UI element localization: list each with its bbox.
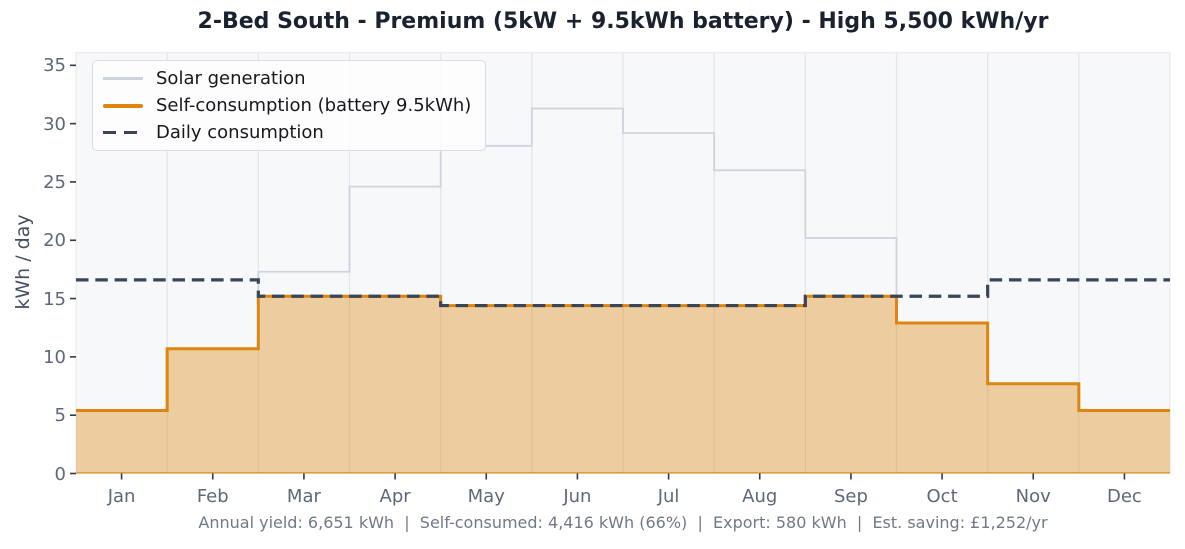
- legend-item-solar-generation: Solar generation: [103, 69, 473, 88]
- x-tick-label-nov: Nov: [1015, 486, 1051, 507]
- plot-border: [75, 51, 1171, 475]
- y-tick-label-30: 30: [43, 113, 66, 135]
- y-tick-label-0: 0: [54, 463, 66, 485]
- legend-swatch-self-consumption-line: [103, 103, 143, 108]
- x-tick-label-jul: Jul: [657, 486, 680, 507]
- x-tick-label-dec: Dec: [1106, 486, 1142, 507]
- x-tick-label-sep: Sep: [833, 486, 868, 507]
- x-tick-label-jan: Jan: [107, 486, 136, 507]
- x-tick-label-mar: Mar: [286, 486, 321, 507]
- y-tick-label-35: 35: [43, 55, 66, 77]
- x-tick-label-apr: Apr: [379, 486, 411, 507]
- y-tick-label-25: 25: [43, 171, 66, 193]
- x-tick-label-jun: Jun: [563, 486, 592, 507]
- x-tick-label-feb: Feb: [196, 486, 229, 507]
- y-tick-label-20: 20: [43, 230, 66, 252]
- x-tick-label-oct: Oct: [926, 486, 958, 507]
- legend-label-self-consumption: Self-consumption (battery 9.5kWh): [156, 95, 472, 116]
- legend-swatch-daily-consumption-dash: [103, 130, 143, 135]
- self-consumption-fill: [76, 296, 1170, 474]
- daily-consumption-line: [76, 278, 1170, 308]
- chart-title: 2-Bed South - Premium (5kW + 9.5kWh batt…: [197, 9, 1049, 34]
- legend-item-self-consumption: Self-consumption (battery 9.5kWh): [103, 96, 473, 115]
- summary-stats: Annual yield: 6,651 kWh | Self-consumed:…: [198, 513, 1048, 532]
- legend: Solar generation Self-consumption (batte…: [92, 60, 486, 151]
- y-tick-label-10: 10: [43, 346, 66, 368]
- x-tick-label-may: May: [467, 486, 505, 507]
- y-tick-label-5: 5: [54, 405, 66, 427]
- legend-swatch-solar-line: [103, 77, 143, 80]
- x-tick-label-aug: Aug: [742, 486, 778, 507]
- legend-label-solar-generation: Solar generation: [156, 68, 306, 89]
- y-tick-label-15: 15: [43, 288, 66, 310]
- legend-item-daily-consumption: Daily consumption: [103, 123, 473, 142]
- legend-label-daily-consumption: Daily consumption: [156, 122, 324, 143]
